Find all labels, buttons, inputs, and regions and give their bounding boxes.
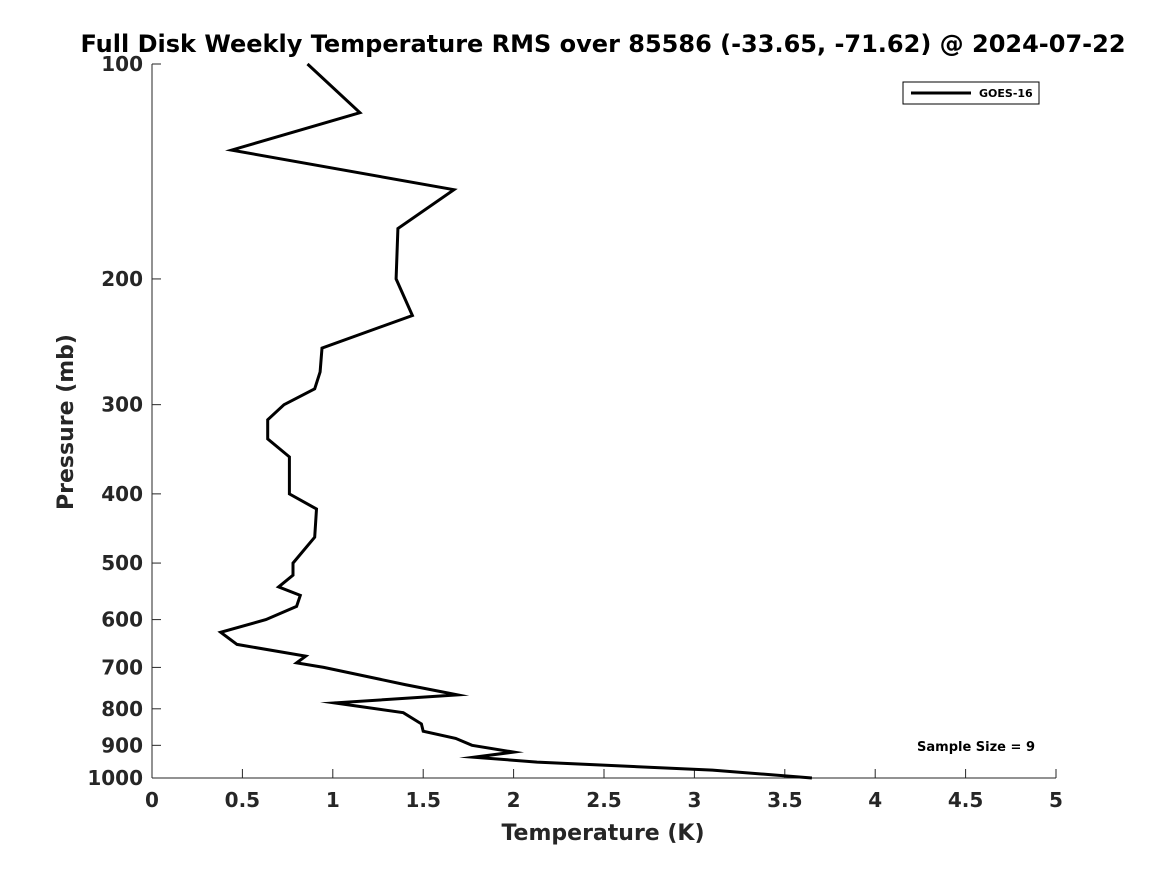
x-tick-label: 1 xyxy=(326,788,340,812)
y-axis-label: Pressure (mb) xyxy=(54,334,79,510)
x-tick-label: 2 xyxy=(507,788,521,812)
y-tick-label: 200 xyxy=(101,267,143,291)
chart-title: Full Disk Weekly Temperature RMS over 85… xyxy=(80,30,1125,58)
y-tick-label: 500 xyxy=(101,551,143,575)
legend: GOES-16 xyxy=(902,81,1040,105)
y-tick-label: 600 xyxy=(101,608,143,632)
legend-label: GOES-16 xyxy=(979,87,1033,100)
plot-axes: 0 0.5 1 1.5 2 2.5 3 3.5 4 4.5 5 100 200 300 400 500 600 7… xyxy=(87,52,1063,812)
x-tick-label: 3 xyxy=(687,788,701,812)
sample-size-annotation: Sample Size = 9 xyxy=(917,740,1035,755)
series-layer xyxy=(217,62,813,780)
x-tick-label: 2.5 xyxy=(586,788,621,812)
x-tick-label: 0 xyxy=(145,788,159,812)
series-line-goes-16 xyxy=(217,62,813,780)
y-tick-label: 800 xyxy=(101,697,143,721)
x-tick-label: 4 xyxy=(868,788,882,812)
y-tick-label: 700 xyxy=(101,655,143,679)
x-tick-label: 5 xyxy=(1049,788,1063,812)
x-tick-label: 4.5 xyxy=(948,788,983,812)
x-tick-label: 3.5 xyxy=(767,788,802,812)
x-tick-label: 0.5 xyxy=(225,788,260,812)
y-tick-label: 400 xyxy=(101,482,143,506)
y-tick-label: 100 xyxy=(101,52,143,76)
x-axis-label: Temperature (K) xyxy=(501,821,704,846)
y-tick-label: 300 xyxy=(101,393,143,417)
y-tick-label: 1000 xyxy=(87,766,143,790)
y-tick-label: 900 xyxy=(101,733,143,757)
x-tick-label: 1.5 xyxy=(405,788,440,812)
